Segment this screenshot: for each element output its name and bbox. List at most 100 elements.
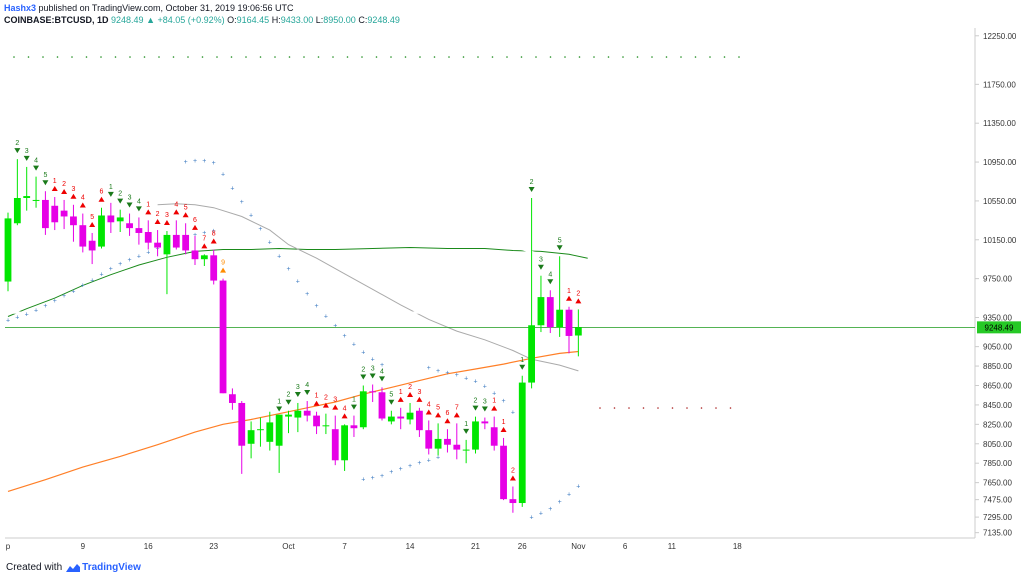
sar-dot: + <box>408 463 412 470</box>
x-tick-label: 11 <box>668 542 677 551</box>
td-count-label: 3 <box>417 389 421 396</box>
x-tick-label: Oct <box>282 542 295 551</box>
reference-dot <box>85 56 88 58</box>
y-tick-label: 9350.00 <box>983 313 1012 322</box>
author-link[interactable]: Hashx3 <box>4 3 37 13</box>
td-count-label: 1 <box>315 393 319 400</box>
ma-gray-line <box>157 203 579 372</box>
td-buy-arrow <box>481 406 488 412</box>
td-buy-arrow <box>23 155 30 161</box>
candle-body <box>88 240 96 251</box>
td-count-label: 4 <box>137 198 141 205</box>
td-buy-arrow <box>294 391 301 397</box>
td-buy-arrow <box>117 198 124 204</box>
candle-body <box>144 232 152 243</box>
candle-body <box>275 414 283 446</box>
y-tick-label: 7850.00 <box>983 459 1012 468</box>
td-buy-arrow <box>369 373 376 379</box>
td-count-label: 6 <box>445 410 449 417</box>
td-count-label: 2 <box>361 366 365 373</box>
candle-body <box>425 430 433 449</box>
td-sell-arrow <box>566 295 572 301</box>
td-buy-arrow <box>547 279 554 285</box>
sar-dot: + <box>25 312 29 319</box>
candle-body <box>98 215 105 247</box>
x-tick-label: 23 <box>209 542 218 551</box>
td-count-label: 2 <box>287 392 291 399</box>
y-tick-label: 10150.00 <box>983 236 1017 245</box>
td-count-label: 3 <box>333 397 337 404</box>
candle-body <box>313 415 320 427</box>
td-sell-arrow <box>201 243 208 249</box>
candle-body <box>13 198 21 224</box>
td-buy-arrow <box>135 206 142 212</box>
td-count-label: 7 <box>455 404 459 411</box>
low-label: L: <box>315 15 324 25</box>
td-count-label: 4 <box>174 201 178 208</box>
td-count-label: 2 <box>576 290 580 297</box>
td-sell-arrow <box>154 219 161 225</box>
up-arrow-icon: ▲ <box>146 15 156 25</box>
sar-dot: + <box>109 266 113 273</box>
td-buy-arrow <box>379 376 385 382</box>
chart-header: Hashx3 published on TradingView.com, Oct… <box>4 2 400 26</box>
reference-dot <box>317 56 320 58</box>
td-buy-arrow <box>472 405 479 411</box>
td-count-label: 1 <box>109 184 113 191</box>
sar-dot: + <box>81 282 85 289</box>
sar-dot: + <box>436 368 440 375</box>
sar-dot: + <box>286 266 290 273</box>
td-count-label: 3 <box>371 366 375 373</box>
td-sell-arrow <box>163 220 170 226</box>
td-sell-arrow <box>397 396 404 402</box>
td-count-label: 3 <box>128 195 132 202</box>
candle-body <box>537 297 545 326</box>
td-count-label: 2 <box>474 398 478 405</box>
y-tick-label: 8650.00 <box>983 381 1012 390</box>
sar-dot: + <box>548 506 552 513</box>
reference-dot <box>346 56 349 58</box>
candle-body <box>378 392 386 419</box>
tradingview-brand[interactable]: TradingView <box>66 562 141 573</box>
y-tick-label: 7295.00 <box>983 513 1012 522</box>
td-count-label: 2 <box>62 181 66 188</box>
reference-dot <box>686 407 688 409</box>
td-sell-arrow <box>416 396 423 402</box>
reference-dot <box>404 56 407 58</box>
reference-dot <box>245 56 247 58</box>
symbol-label: COINBASE:BTCUSD, 1D <box>4 15 109 25</box>
y-tick-label: 8250.00 <box>983 420 1012 429</box>
td-count-label: 5 <box>90 214 94 221</box>
sar-dot: + <box>492 390 496 397</box>
sar-dot: + <box>15 314 19 321</box>
candle-body <box>23 196 31 198</box>
td-count-label: 2 <box>15 140 19 147</box>
sar-dot: + <box>6 317 10 324</box>
reference-dot <box>303 56 305 58</box>
td-sell-arrow <box>500 426 507 432</box>
change-value: +84.05 (+0.92%) <box>157 15 225 25</box>
td-count-label: 4 <box>548 271 552 278</box>
reference-dot <box>216 56 218 58</box>
candle-body <box>387 416 395 422</box>
td-buy-arrow <box>537 264 544 270</box>
sar-dot: + <box>212 160 216 167</box>
reference-dot <box>651 56 653 58</box>
td-buy-arrow <box>519 364 526 370</box>
td-count-label: 5 <box>436 404 440 411</box>
td-count-label: 1 <box>146 201 150 208</box>
td-count-label: 4 <box>34 158 38 165</box>
sar-dot: + <box>473 379 477 386</box>
td-buy-arrow <box>107 191 114 197</box>
sar-dot: + <box>296 279 300 286</box>
reference-dot <box>520 56 523 58</box>
td-sell-arrow <box>425 409 432 415</box>
y-tick-label: 7135.00 <box>983 529 1012 538</box>
td-sell-arrow <box>313 400 320 406</box>
sar-dot: + <box>333 323 337 330</box>
td-count-label: 4 <box>305 382 309 389</box>
td-buy-arrow <box>126 202 133 208</box>
td-count-label: 1 <box>567 288 571 295</box>
td-count-label: 5 <box>558 237 562 244</box>
